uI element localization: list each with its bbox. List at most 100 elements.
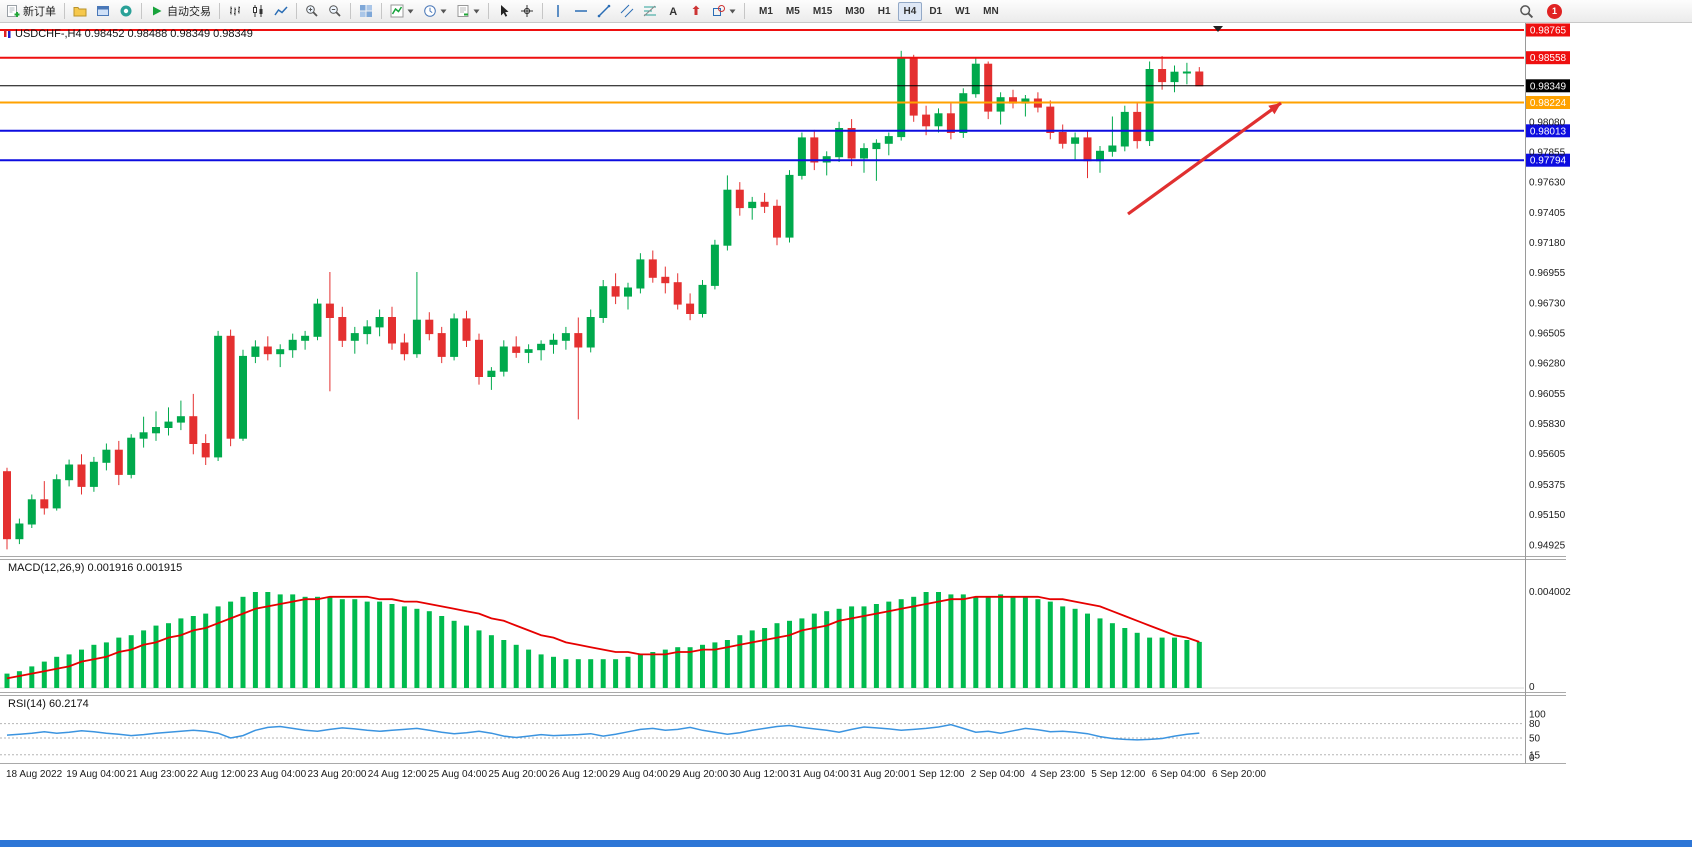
macd-histogram-bar (91, 644, 97, 688)
macd-histogram-bar (203, 613, 209, 688)
candle-body (723, 189, 732, 246)
candle-body (3, 471, 11, 540)
candle-body (537, 343, 546, 351)
price-badge-label: 0.97794 (1530, 156, 1567, 167)
templates-button[interactable] (452, 1, 484, 21)
profiles-button[interactable] (92, 1, 114, 21)
zoom-out-button[interactable] (324, 1, 346, 21)
timeframe-button-M15[interactable]: M15 (807, 2, 838, 21)
macd-histogram-bar (923, 592, 929, 688)
timeframe-button-D1[interactable]: D1 (923, 2, 948, 21)
tile-windows-button[interactable] (355, 1, 377, 21)
timeframe-button-M1[interactable]: M1 (753, 2, 779, 21)
macd-histogram-bar (41, 661, 47, 688)
macd-histogram-bar (637, 654, 643, 688)
new-order-label: 新订单 (23, 6, 56, 18)
fibonacci-button[interactable] (639, 1, 661, 21)
chevron-down-icon (473, 9, 480, 13)
time-axis-label: 6 Sep 20:00 (1212, 769, 1266, 780)
new-chart-button[interactable] (69, 1, 91, 21)
macd-histogram-bar (836, 608, 842, 688)
candle-body (475, 339, 483, 377)
macd-histogram-bar (973, 596, 979, 688)
candle-body (77, 464, 86, 487)
timeframe-button-H4[interactable]: H4 (897, 1, 923, 21)
macd-histogram-bar (426, 611, 432, 688)
macd-histogram-bar (327, 596, 333, 688)
symbol-marker-icon (8, 31, 11, 38)
taskbar-strip[interactable] (0, 840, 1692, 847)
candle-body (1133, 111, 1142, 142)
price-badge (1526, 153, 1570, 167)
arrow-label-button[interactable] (685, 1, 707, 21)
vertical-line-icon (557, 5, 559, 17)
macd-histogram-bar (538, 654, 544, 688)
macd-histogram-bar (414, 608, 420, 688)
channel-button[interactable] (616, 1, 638, 21)
candle-body (1182, 71, 1191, 74)
time-axis-label: 29 Aug 20:00 (669, 769, 728, 780)
candle-body (114, 449, 123, 475)
timeframe-button-MN[interactable]: MN (977, 2, 1005, 21)
time-axis-label: 19 Aug 04:00 (66, 769, 125, 780)
candle-body (673, 282, 682, 305)
candle-body (574, 333, 583, 348)
timeframe-button-H1[interactable]: H1 (872, 2, 897, 21)
new-order-button[interactable]: 新订单 (2, 1, 60, 21)
indicators-button[interactable] (386, 1, 418, 21)
macd-histogram-bar (103, 642, 109, 688)
trendline-button[interactable] (593, 1, 615, 21)
cursor-button[interactable] (493, 1, 515, 21)
trend-arrow[interactable] (1127, 101, 1282, 216)
zoom-out-icon (329, 5, 341, 17)
candle-body (251, 346, 260, 357)
indicators-icon (390, 4, 404, 18)
toolbar-separator (141, 3, 142, 19)
time-axis-label: 26 Aug 12:00 (549, 769, 608, 780)
chart-shift-marker-icon[interactable] (1213, 26, 1223, 32)
macd-histogram-bar (1147, 637, 1153, 688)
time-axis-label: 29 Aug 04:00 (609, 769, 668, 780)
macd-histogram-bar (563, 659, 569, 688)
candle-body (735, 189, 744, 209)
y-axis-tick: 0.97630 (1529, 178, 1566, 189)
macd-histogram-bar (66, 654, 72, 688)
macd-histogram-bar (54, 656, 60, 688)
notification-badge[interactable]: 1 (1547, 3, 1562, 19)
text-button[interactable]: A (662, 1, 684, 21)
chart-header: USDCHF-,H4 0.98452 0.98488 0.98349 0.983… (4, 26, 1223, 40)
candle-body (760, 201, 769, 207)
horizontal-line-button[interactable] (570, 1, 592, 21)
timeframe-button-M30[interactable]: M30 (839, 2, 870, 21)
candle-body (922, 114, 931, 127)
bar-chart-button[interactable] (224, 1, 246, 21)
macd-histogram-bar (526, 649, 532, 688)
periods-button[interactable] (419, 1, 451, 21)
vertical-line-button[interactable] (547, 1, 569, 21)
timeframe-button-M5[interactable]: M5 (780, 2, 806, 21)
timeframe-button-W1[interactable]: W1 (949, 2, 976, 21)
time-axis-label: 23 Aug 04:00 (247, 769, 306, 780)
shapes-button[interactable] (708, 1, 740, 21)
macd-histogram-bar (215, 606, 221, 688)
crosshair-button[interactable] (516, 1, 538, 21)
zoom-in-icon (306, 5, 318, 17)
zoom-in-button[interactable] (301, 1, 323, 21)
macd-histogram-bar (128, 635, 134, 688)
candle-body (1120, 111, 1129, 147)
community-button[interactable] (115, 1, 137, 21)
candle-body (437, 333, 446, 357)
line-chart-button[interactable] (270, 1, 292, 21)
macd-histogram-bar (315, 596, 320, 688)
macd-histogram-bar (277, 594, 283, 688)
candle-body (201, 443, 210, 458)
timeframe-toolbar: M1 M5 M15 M30 H1 H4 D1 W1 MN (753, 1, 1005, 21)
candle-body (897, 57, 906, 138)
auto-trading-button[interactable]: 自动交易 (146, 1, 215, 21)
line-chart-icon (274, 6, 288, 16)
macd-histogram-bar (575, 659, 581, 688)
candle-body (363, 326, 372, 335)
macd-histogram-bar (936, 592, 941, 688)
search-button[interactable] (1515, 1, 1538, 21)
candlestick-chart-button[interactable] (247, 1, 269, 21)
